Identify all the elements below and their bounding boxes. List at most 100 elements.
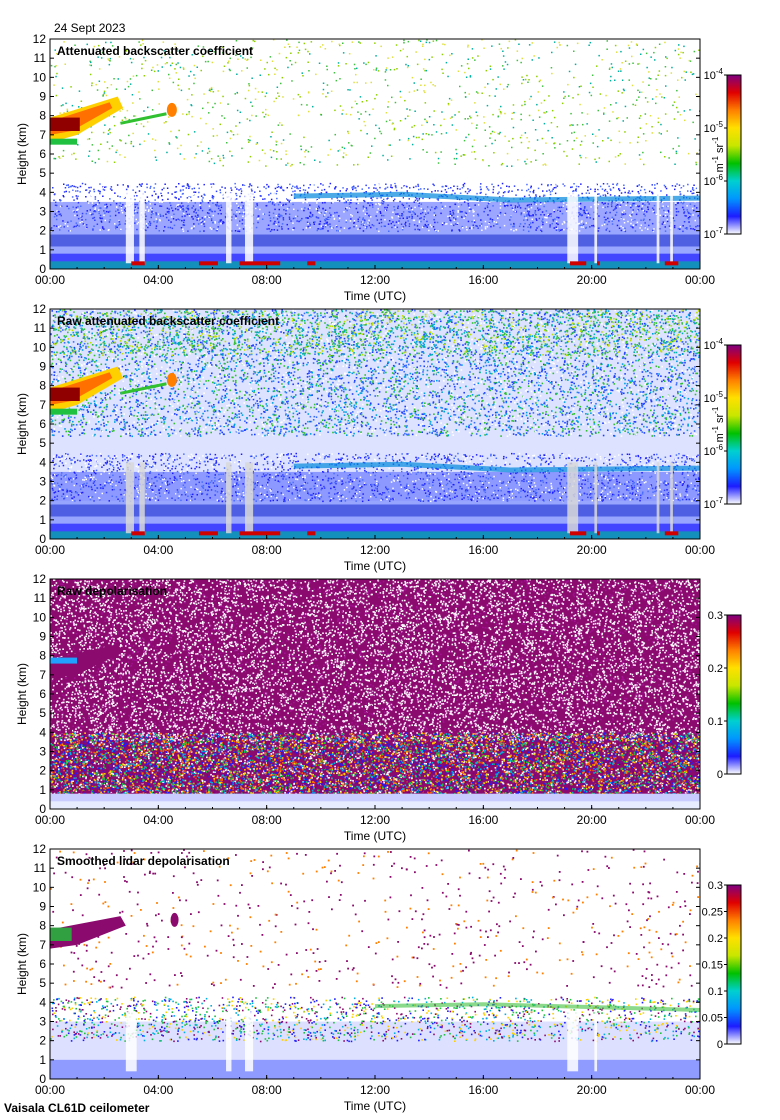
x-tick-label: 08:00 — [252, 1083, 282, 1097]
x-tick-label: 08:00 — [252, 813, 282, 827]
heatmap-area — [50, 579, 700, 809]
y-tick-label: 8 — [39, 109, 46, 123]
y-tick-label: 9 — [39, 900, 46, 914]
y-tick-label: 10 — [33, 610, 47, 624]
colorbar-tick-label: 0.1 — [708, 986, 723, 998]
y-tick-label: 4 — [39, 995, 46, 1009]
colorbar-tick-label: 0.2 — [708, 933, 723, 945]
colorbar-tick-label: 0 — [717, 769, 723, 781]
x-tick-label: 20:00 — [577, 543, 607, 557]
y-tick-label: 0 — [39, 532, 46, 546]
y-axis-label: Height (km) — [15, 123, 29, 185]
x-tick-label: 04:00 — [143, 813, 173, 827]
x-tick-label: 20:00 — [577, 273, 607, 287]
colorbar-tick-label: 10-7 — [704, 496, 724, 511]
y-tick-label: 0 — [39, 1072, 46, 1086]
x-tick-label: 00:00 — [685, 1083, 715, 1097]
x-tick-label: 16:00 — [468, 273, 498, 287]
y-tick-label: 0 — [39, 262, 46, 276]
y-tick-label: 3 — [39, 475, 46, 489]
instrument-label: Vaisala CL61D ceilometer — [4, 1101, 149, 1115]
x-tick-label: 00:00 — [685, 273, 715, 287]
x-axis-label: Time (UTC) — [344, 289, 406, 303]
colorbar-tick-label: 10-6 — [704, 443, 724, 458]
y-tick-label: 9 — [39, 90, 46, 104]
x-tick-label: 20:00 — [577, 813, 607, 827]
y-tick-label: 7 — [39, 668, 46, 682]
y-tick-label: 5 — [39, 166, 46, 180]
y-tick-label: 4 — [39, 185, 46, 199]
colorbar-tick-label: 10-5 — [704, 390, 724, 405]
y-tick-label: 4 — [39, 725, 46, 739]
y-tick-label: 6 — [39, 957, 46, 971]
y-tick-label: 9 — [39, 360, 46, 374]
y-tick-label: 10 — [33, 340, 47, 354]
panel-title: Raw attenuated backscatter coefficient — [57, 314, 279, 328]
y-tick-label: 5 — [39, 436, 46, 450]
y-tick-label: 11 — [34, 51, 47, 65]
y-tick-label: 12 — [33, 572, 47, 586]
colorbar-tick-label: 10-6 — [704, 173, 724, 188]
x-axis-label: Time (UTC) — [344, 559, 406, 573]
heatmap-area — [50, 39, 700, 269]
colorbar-tick-label: 10-7 — [704, 226, 724, 241]
colorbar — [726, 74, 742, 235]
y-tick-label: 12 — [33, 302, 47, 316]
y-tick-label: 0 — [39, 802, 46, 816]
colorbar-units: m-1 sr-1 — [711, 136, 726, 172]
x-tick-label: 12:00 — [360, 813, 390, 827]
panel-title: Smoothed lidar depolarisation — [57, 854, 230, 868]
y-tick-label: 5 — [39, 706, 46, 720]
y-tick-label: 12 — [33, 842, 47, 856]
date-label: 24 Sept 2023 — [54, 21, 125, 35]
y-tick-label: 8 — [39, 919, 46, 933]
x-tick-label: 04:00 — [143, 1083, 173, 1097]
colorbar-tick-label: 10-4 — [704, 337, 724, 352]
y-tick-label: 2 — [39, 1034, 46, 1048]
colorbar-units: m-1 sr-1 — [711, 406, 726, 442]
x-tick-label: 12:00 — [360, 543, 390, 557]
y-tick-label: 6 — [39, 687, 46, 701]
y-tick-label: 11 — [34, 321, 47, 335]
y-tick-label: 2 — [39, 494, 46, 508]
y-tick-label: 10 — [33, 70, 47, 84]
x-tick-label: 00:00 — [35, 1083, 65, 1097]
y-axis-label: Height (km) — [15, 933, 29, 995]
colorbar-tick-exponent: -6 — [716, 443, 724, 452]
x-tick-label: 00:00 — [35, 543, 65, 557]
y-tick-label: 3 — [39, 1015, 46, 1029]
colorbar-tick-exponent: -4 — [716, 67, 724, 76]
colorbar — [726, 884, 742, 1045]
y-tick-label: 7 — [39, 128, 46, 142]
y-tick-label: 9 — [39, 630, 46, 644]
x-tick-label: 16:00 — [468, 1083, 498, 1097]
colorbar-tick-exponent: -7 — [716, 496, 724, 505]
y-tick-label: 4 — [39, 455, 46, 469]
y-tick-label: 7 — [39, 398, 46, 412]
heatmap-area — [50, 309, 700, 539]
x-tick-label: 04:00 — [143, 273, 173, 287]
x-tick-label: 12:00 — [360, 273, 390, 287]
colorbar-tick-exponent: -5 — [716, 390, 724, 399]
colorbar-tick-label: 0.05 — [702, 1013, 723, 1025]
colorbar — [726, 344, 742, 505]
colorbar-tick-label: 0.25 — [702, 907, 723, 919]
y-tick-label: 1 — [39, 783, 46, 797]
y-tick-label: 11 — [34, 591, 47, 605]
colorbar-tick-exponent: -5 — [716, 120, 724, 129]
x-tick-label: 08:00 — [252, 273, 282, 287]
panel-title: Attenuated backscatter coefficient — [57, 44, 253, 58]
y-tick-label: 1 — [39, 243, 46, 257]
y-tick-label: 1 — [39, 513, 46, 527]
x-tick-label: 00:00 — [685, 543, 715, 557]
x-tick-label: 00:00 — [35, 813, 65, 827]
x-tick-label: 20:00 — [577, 1083, 607, 1097]
y-tick-label: 2 — [39, 764, 46, 778]
y-tick-label: 5 — [39, 976, 46, 990]
colorbar-tick-label: 10-4 — [704, 67, 724, 82]
y-tick-label: 6 — [39, 147, 46, 161]
